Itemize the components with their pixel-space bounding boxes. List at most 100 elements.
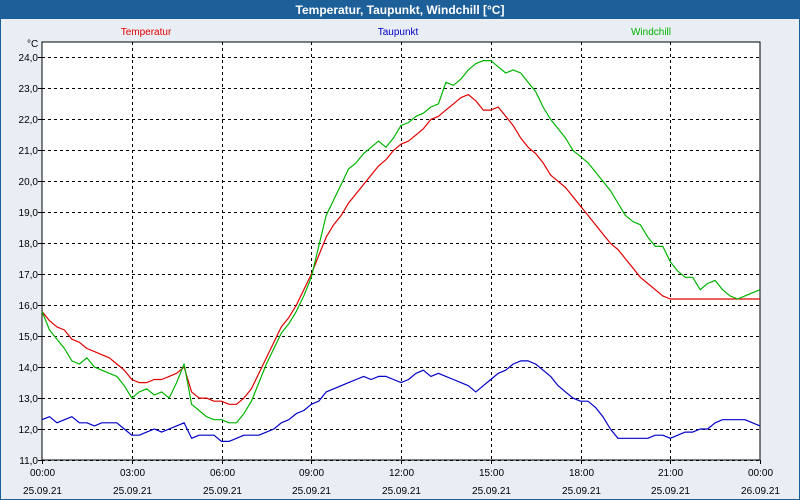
- data-point-taupunkt: [602, 416, 603, 417]
- data-point-windchill: [505, 72, 506, 73]
- data-point-temperatur: [550, 175, 551, 176]
- data-point-temperatur: [662, 295, 663, 296]
- data-point-temperatur: [430, 119, 431, 120]
- data-point-temperatur: [124, 370, 125, 371]
- series-line-temperatur: [41, 93, 760, 405]
- data-point-taupunkt: [41, 419, 42, 420]
- data-point-windchill: [221, 419, 222, 420]
- data-point-taupunkt: [445, 376, 446, 377]
- data-point-windchill: [513, 69, 514, 70]
- data-point-windchill: [385, 147, 386, 148]
- data-point-taupunkt: [662, 435, 663, 436]
- x-tick-date-label: 25.09.21: [113, 486, 152, 497]
- data-point-temperatur: [116, 363, 117, 364]
- data-point-taupunkt: [326, 391, 327, 392]
- data-point-windchill: [213, 419, 214, 420]
- data-point-taupunkt: [580, 401, 581, 402]
- data-point-temperatur: [146, 382, 147, 383]
- data-point-temperatur: [558, 181, 559, 182]
- data-point-windchill: [415, 116, 416, 117]
- data-point-taupunkt: [610, 428, 611, 429]
- data-point-taupunkt: [296, 413, 297, 414]
- data-point-temperatur: [505, 116, 506, 117]
- data-point-temperatur: [587, 215, 588, 216]
- data-point-temperatur: [236, 404, 237, 405]
- data-point-windchill: [580, 156, 581, 157]
- data-point-windchill: [558, 128, 559, 129]
- x-tick-time-label: 15:00: [479, 468, 504, 479]
- data-point-taupunkt: [483, 385, 484, 386]
- data-point-taupunkt: [595, 407, 596, 408]
- data-point-windchill: [655, 246, 656, 247]
- data-point-temperatur: [625, 258, 626, 259]
- y-tick-label: 19,0: [19, 208, 39, 219]
- data-point-temperatur: [752, 298, 753, 299]
- data-point-windchill: [303, 295, 304, 296]
- data-point-windchill: [759, 289, 760, 290]
- y-tick-label: 24,0: [19, 53, 39, 64]
- data-point-temperatur: [109, 357, 110, 358]
- data-point-taupunkt: [191, 438, 192, 439]
- data-point-windchill: [430, 106, 431, 107]
- y-tick-label: 11,0: [19, 456, 38, 467]
- y-tick-label: 21,0: [19, 146, 39, 157]
- data-point-taupunkt: [625, 438, 626, 439]
- data-point-taupunkt: [303, 410, 304, 411]
- data-point-windchill: [640, 224, 641, 225]
- data-point-windchill: [475, 63, 476, 64]
- data-point-temperatur: [94, 351, 95, 352]
- data-point-windchill: [744, 295, 745, 296]
- data-point-temperatur: [475, 100, 476, 101]
- data-point-taupunkt: [221, 441, 222, 442]
- data-point-taupunkt: [86, 422, 87, 423]
- data-point-temperatur: [176, 373, 177, 374]
- data-point-temperatur: [266, 357, 267, 358]
- data-point-windchill: [632, 221, 633, 222]
- data-point-taupunkt: [393, 379, 394, 380]
- data-point-windchill: [737, 298, 738, 299]
- data-point-windchill: [94, 367, 95, 368]
- data-point-taupunkt: [109, 422, 110, 423]
- data-point-taupunkt: [94, 425, 95, 426]
- data-point-taupunkt: [565, 391, 566, 392]
- data-point-windchill: [685, 277, 686, 278]
- data-point-windchill: [86, 357, 87, 358]
- series-line-taupunkt: [41, 360, 761, 442]
- data-point-temperatur: [670, 298, 671, 299]
- data-point-temperatur: [453, 103, 454, 104]
- data-point-temperatur: [692, 298, 693, 299]
- data-point-taupunkt: [617, 438, 618, 439]
- x-tick-date-label: 26.09.21: [741, 486, 780, 497]
- y-tick-label: 20,0: [19, 177, 39, 188]
- data-point-temperatur: [86, 348, 87, 349]
- data-point-windchill: [206, 416, 207, 417]
- data-point-windchill: [258, 382, 259, 383]
- legend-windchill: Windchill: [631, 27, 671, 38]
- data-point-taupunkt: [154, 428, 155, 429]
- data-point-temperatur: [632, 267, 633, 268]
- data-point-temperatur: [191, 391, 192, 392]
- data-point-taupunkt: [56, 422, 57, 423]
- data-point-windchill: [109, 373, 110, 374]
- data-point-temperatur: [296, 305, 297, 306]
- data-point-windchill: [565, 137, 566, 138]
- legend-taupunkt: Taupunkt: [378, 27, 419, 38]
- data-point-temperatur: [131, 379, 132, 380]
- data-point-temperatur: [580, 206, 581, 207]
- data-point-taupunkt: [759, 425, 760, 426]
- data-point-windchill: [528, 82, 529, 83]
- data-point-taupunkt: [266, 432, 267, 433]
- data-point-windchill: [318, 246, 319, 247]
- data-point-windchill: [341, 184, 342, 185]
- data-point-windchill: [139, 391, 140, 392]
- data-point-taupunkt: [131, 435, 132, 436]
- data-point-taupunkt: [558, 385, 559, 386]
- data-point-temperatur: [617, 249, 618, 250]
- data-point-taupunkt: [513, 363, 514, 364]
- data-point-temperatur: [415, 134, 416, 135]
- data-point-windchill: [49, 329, 50, 330]
- data-point-temperatur: [543, 162, 544, 163]
- x-tick-date-label: 25.09.21: [23, 486, 62, 497]
- data-point-taupunkt: [356, 379, 357, 380]
